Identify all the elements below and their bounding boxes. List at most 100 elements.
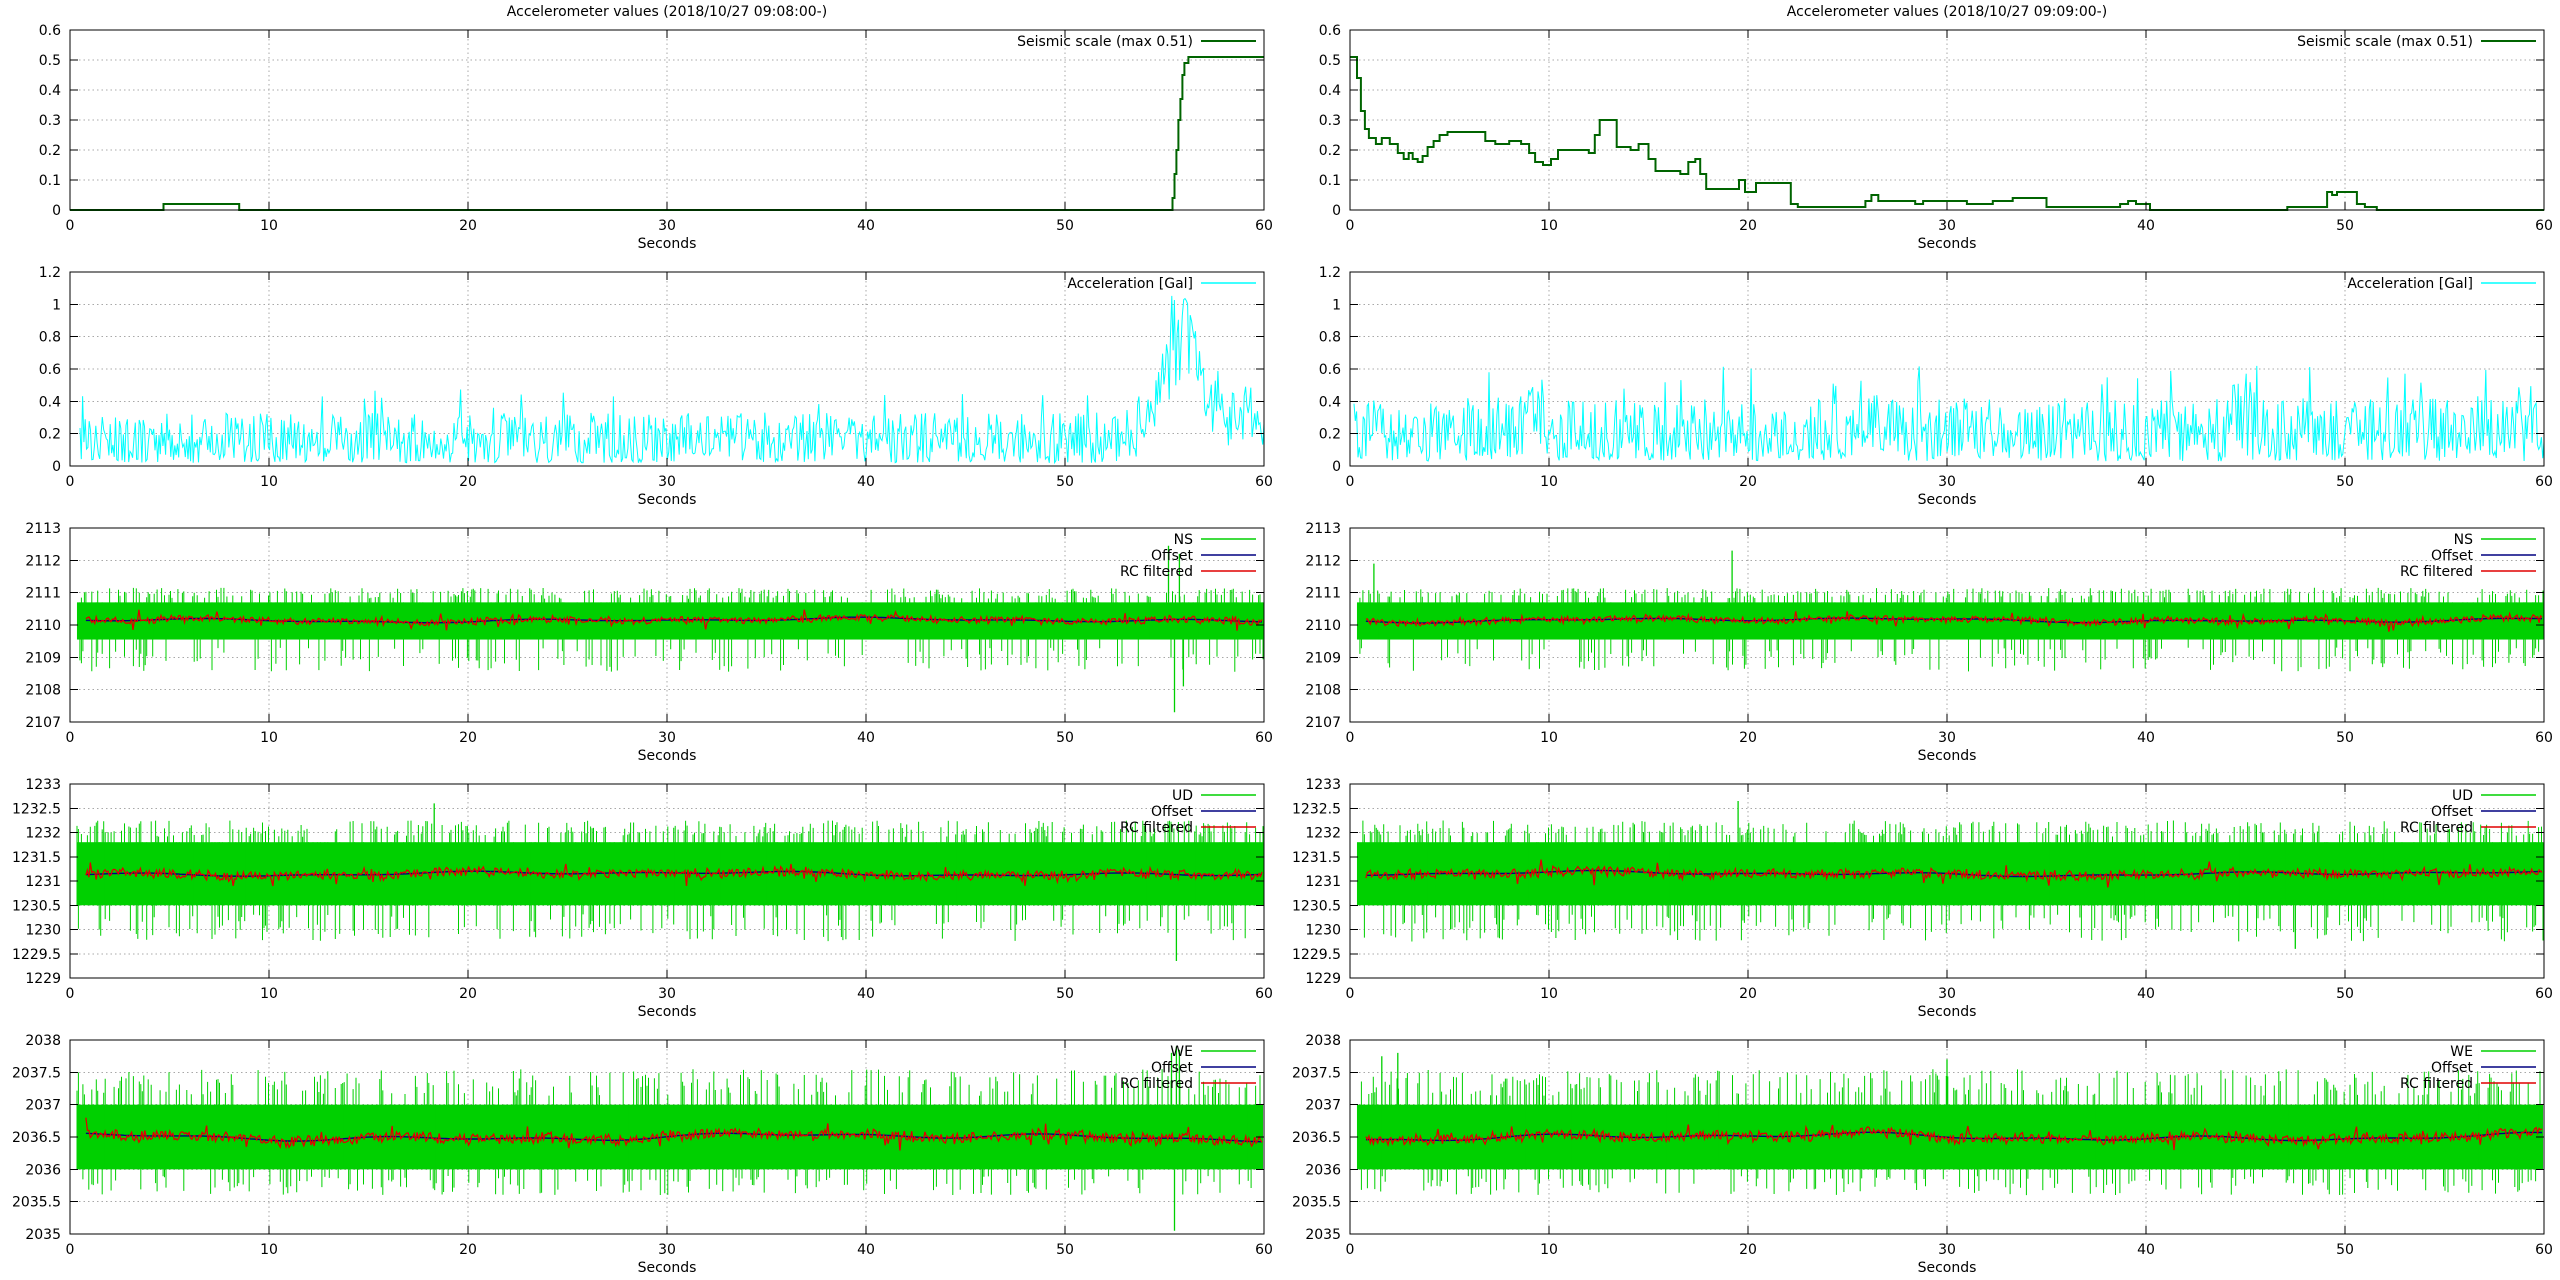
x-tick-label: 50 bbox=[2336, 730, 2354, 746]
y-tick-label: 2108 bbox=[25, 683, 61, 699]
series-rc-filtered bbox=[85, 862, 1263, 887]
x-tick-label: 30 bbox=[1938, 218, 1956, 234]
chart-canvas-acceleration-0908: 0 0.2 0.4 0.6 0.8 1 1.2 0 10 20 30 40 50 60 Seconds Acc… bbox=[39, 265, 1273, 508]
x-tick-label: 40 bbox=[857, 986, 875, 1002]
legend-label: Acceleration [Gal] bbox=[1067, 276, 1193, 292]
chart-canvas-seismic-0909: 0 0.1 0.2 0.3 0.4 0.5 0.6 0 10 20 30 40 50 60 Seconds A… bbox=[1319, 4, 2553, 252]
x-tick-label: 20 bbox=[459, 986, 477, 1002]
y-tick-label: 2111 bbox=[25, 586, 61, 602]
x-tick-label: 50 bbox=[1056, 218, 1074, 234]
x-tick-label: 40 bbox=[2137, 218, 2155, 234]
x-tick-label: 10 bbox=[260, 474, 278, 490]
y-tick-label: 0.2 bbox=[1319, 143, 1341, 159]
x-tick-label: 50 bbox=[1056, 730, 1074, 746]
series-band-spikes bbox=[1360, 1069, 2541, 1196]
y-tick-label: 2036 bbox=[1305, 1162, 1341, 1178]
x-tick-label: 50 bbox=[2336, 218, 2354, 234]
y-tick-label: 1230.5 bbox=[1292, 898, 1341, 914]
legend-label: Offset bbox=[2431, 804, 2474, 820]
legend-label: UD bbox=[2452, 788, 2473, 804]
series-rc-filtered bbox=[1365, 859, 2543, 888]
chart-canvas-ud-0909: 1229 1229.5 1230 1230.5 1231 1231.5 1232 1232.5… bbox=[1292, 777, 2553, 1020]
y-tick-label: 2110 bbox=[1305, 618, 1341, 634]
x-tick-label: 40 bbox=[857, 218, 875, 234]
x-tick-label: 50 bbox=[2336, 1242, 2354, 1258]
y-tick-label: 1233 bbox=[1305, 777, 1341, 793]
x-tick-label: 20 bbox=[1739, 218, 1757, 234]
y-tick-label: 0.4 bbox=[39, 394, 61, 410]
y-tick-label: 0.4 bbox=[1319, 394, 1341, 410]
x-tick-label: 40 bbox=[2137, 474, 2155, 490]
series-rc-filtered bbox=[85, 1117, 1263, 1151]
y-tick-label: 2112 bbox=[1305, 553, 1341, 569]
y-tick-label: 2035.5 bbox=[1292, 1195, 1341, 1211]
x-tick-label: 40 bbox=[2137, 730, 2155, 746]
series-rc-filtered bbox=[85, 609, 1263, 631]
y-tick-label: 0.6 bbox=[1319, 362, 1341, 378]
series-band-events bbox=[1373, 550, 1733, 603]
plot-border bbox=[1349, 527, 2545, 723]
x-tick-label: 10 bbox=[260, 986, 278, 1002]
y-tick-label: 0.4 bbox=[39, 83, 61, 99]
x-axis-label: Seconds bbox=[1918, 236, 1977, 252]
legend-label: RC filtered bbox=[1120, 820, 1193, 836]
series-band-events bbox=[1170, 1046, 1181, 1231]
x-tick-label: 40 bbox=[857, 1242, 875, 1258]
x-tick-label: 0 bbox=[66, 1242, 75, 1258]
x-tick-label: 0 bbox=[1346, 218, 1355, 234]
x-tick-label: 10 bbox=[1540, 730, 1558, 746]
y-tick-label: 2110 bbox=[25, 618, 61, 634]
x-tick-label: 40 bbox=[857, 730, 875, 746]
legend-label: Offset bbox=[1151, 548, 1194, 564]
y-tick-label: 0.6 bbox=[39, 362, 61, 378]
chart-acceleration-0909: 0 0.2 0.4 0.6 0.8 1 1.2 0 10 20 30 40 50 60 Seconds Acc… bbox=[1280, 256, 2560, 512]
y-tick-label: 1229.5 bbox=[1292, 947, 1341, 963]
x-axis-label: Seconds bbox=[1918, 748, 1977, 764]
series-Seismic scale (max 0.51) bbox=[1350, 56, 2544, 211]
series-band-spikes bbox=[1359, 587, 2544, 672]
x-tick-label: 20 bbox=[459, 218, 477, 234]
y-tick-label: 0.1 bbox=[1319, 173, 1341, 189]
x-tick-label: 60 bbox=[2535, 474, 2553, 490]
x-tick-label: 10 bbox=[260, 1242, 278, 1258]
y-tick-label: 2036 bbox=[25, 1162, 61, 1178]
x-tick-label: 0 bbox=[1346, 730, 1355, 746]
y-tick-label: 0.5 bbox=[39, 53, 61, 69]
y-tick-label: 0 bbox=[52, 459, 61, 475]
y-tick-label: 2036.5 bbox=[12, 1130, 61, 1146]
grid-lines bbox=[70, 30, 1264, 210]
y-tick-label: 1231 bbox=[1305, 874, 1341, 890]
x-axis-label: Seconds bbox=[1918, 492, 1977, 508]
y-tick-label: 1229 bbox=[1305, 971, 1341, 987]
y-tick-label: 2107 bbox=[25, 715, 61, 731]
x-tick-label: 40 bbox=[857, 474, 875, 490]
x-tick-label: 30 bbox=[658, 986, 676, 1002]
x-tick-label: 60 bbox=[2535, 1242, 2553, 1258]
legend-label: RC filtered bbox=[1120, 1076, 1193, 1092]
chart-ud-0908: 1229 1229.5 1230 1230.5 1231 1231.5 1232 1232.5… bbox=[0, 768, 1280, 1024]
x-tick-label: 60 bbox=[2535, 218, 2553, 234]
plot-border bbox=[69, 271, 1265, 467]
y-tick-label: 2036.5 bbox=[1292, 1130, 1341, 1146]
y-tick-label: 2035.5 bbox=[12, 1195, 61, 1211]
chart-ns-0909: 2107 2108 2109 2110 2111 2112 2113 0 10 20 30 40 50 6… bbox=[1280, 512, 2560, 768]
y-tick-label: 1232 bbox=[25, 826, 61, 842]
y-tick-label: 0.6 bbox=[1319, 23, 1341, 39]
legend-label: Offset bbox=[1151, 804, 1194, 820]
series-band-spikes bbox=[76, 820, 1264, 942]
chart-canvas-seismic-0908: 0 0.1 0.2 0.3 0.4 0.5 0.6 0 10 20 30 40 50 60 Seconds A… bbox=[39, 4, 1273, 252]
legend-label: RC filtered bbox=[1120, 564, 1193, 580]
chart-seismic-0908: 0 0.1 0.2 0.3 0.4 0.5 0.6 0 10 20 30 40 50 60 Seconds A… bbox=[0, 0, 1280, 256]
y-tick-label: 0 bbox=[1332, 203, 1341, 219]
series-band-events bbox=[1381, 1052, 1948, 1105]
chart-ud-0909: 1229 1229.5 1230 1230.5 1231 1231.5 1232 1232.5… bbox=[1280, 768, 2560, 1024]
grid-lines bbox=[1350, 30, 2544, 210]
x-tick-label: 20 bbox=[1739, 474, 1757, 490]
legend-label: Offset bbox=[1151, 1060, 1194, 1076]
legend-label: NS bbox=[2454, 532, 2473, 548]
x-axis-label: Seconds bbox=[638, 236, 697, 252]
y-tick-label: 1232 bbox=[1305, 826, 1341, 842]
x-tick-label: 0 bbox=[66, 474, 75, 490]
chart-canvas-we-0908: 2035 2035.5 2036 2036.5 2037 2037.5 2038 0 10 20 3… bbox=[12, 1033, 1273, 1276]
y-tick-label: 2109 bbox=[25, 650, 61, 666]
